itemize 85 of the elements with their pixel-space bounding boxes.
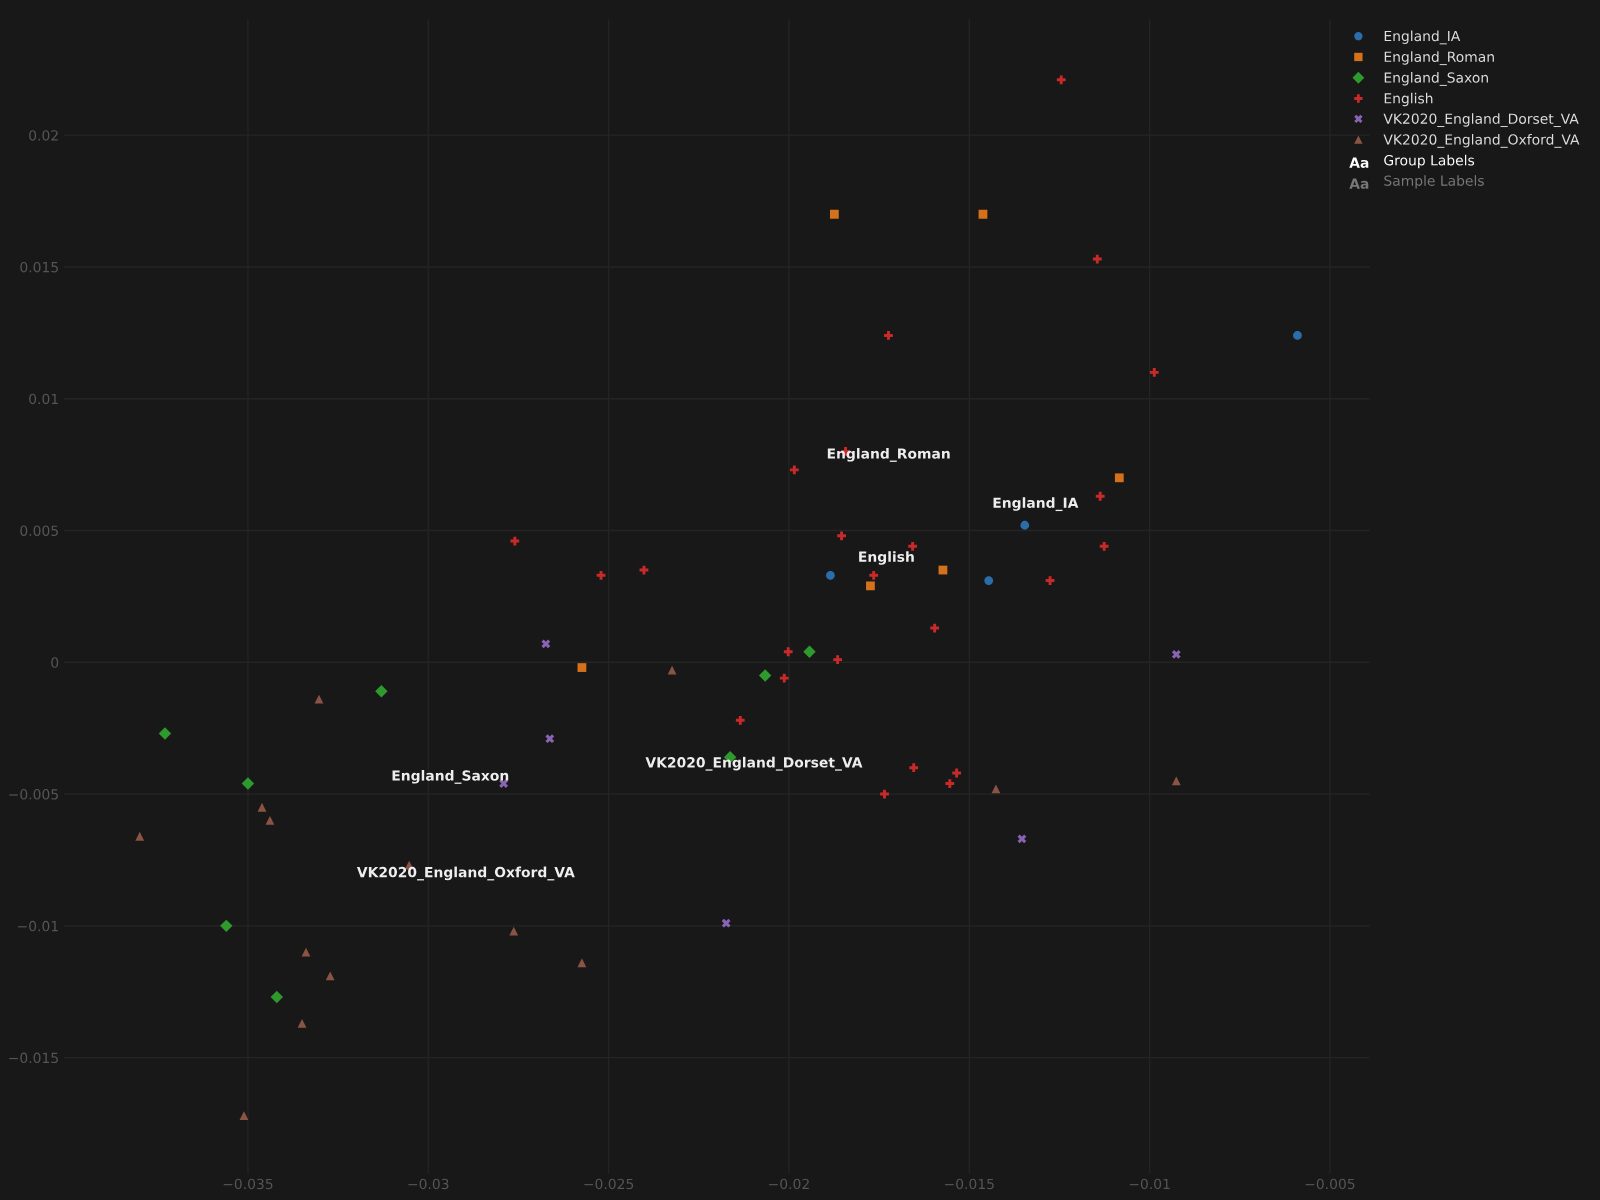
point — [1293, 331, 1302, 340]
point — [779, 673, 789, 683]
point — [545, 734, 555, 744]
y-tick-label: 0.01 — [29, 393, 58, 405]
text: VK2020_England_Oxford_VA — [356, 866, 575, 881]
x-tick-label: −0.03 — [408, 1178, 449, 1190]
point — [577, 663, 587, 672]
legend-label: Group Labels — [1384, 154, 1475, 169]
point — [1171, 776, 1181, 786]
x-tick-label: −0.02 — [769, 1178, 809, 1190]
text: England_IA — [993, 497, 1079, 512]
x-tick-label: −0.005 — [1305, 1178, 1355, 1190]
point — [239, 1111, 249, 1121]
y-tick-label: −0.015 — [9, 1052, 58, 1064]
point — [325, 971, 335, 981]
annotation: Aa — [1349, 157, 1369, 168]
point — [1045, 576, 1055, 585]
point — [541, 639, 551, 649]
y-tick-label: 0.02 — [29, 130, 58, 141]
point — [241, 777, 255, 790]
point — [837, 531, 846, 541]
point — [1149, 367, 1159, 377]
point — [833, 655, 843, 665]
legend-label: Sample Labels — [1384, 175, 1484, 189]
point — [158, 727, 172, 740]
text: England_Saxon — [392, 770, 509, 784]
legend-label: England_Roman — [1384, 51, 1494, 66]
point — [789, 465, 799, 475]
y-tick-label: 0.015 — [20, 261, 58, 273]
point — [667, 665, 677, 675]
point — [314, 694, 324, 704]
point — [829, 209, 839, 219]
point — [721, 918, 731, 928]
point — [220, 919, 233, 933]
x-tick-label: −0.025 — [584, 1178, 634, 1190]
point — [945, 779, 955, 788]
point — [758, 669, 772, 682]
point — [1020, 520, 1030, 530]
point — [908, 541, 918, 551]
point — [984, 576, 994, 585]
point — [735, 715, 745, 725]
point — [880, 789, 889, 799]
point — [783, 647, 793, 657]
point — [909, 763, 919, 773]
point — [1171, 649, 1181, 659]
point — [509, 926, 519, 936]
point — [270, 990, 283, 1004]
point — [577, 958, 587, 968]
point — [1056, 75, 1066, 85]
y-tick-label: 0 — [51, 657, 59, 668]
y-tick-label: 0.005 — [20, 525, 58, 536]
point — [1095, 491, 1105, 501]
point — [257, 802, 267, 812]
point — [510, 536, 520, 546]
point — [297, 1018, 307, 1028]
point — [639, 565, 649, 575]
point — [1099, 541, 1109, 551]
point — [265, 816, 275, 825]
x-tick-label: −0.035 — [223, 1178, 273, 1190]
y-tick-label: −0.005 — [9, 789, 58, 800]
legend-label: England_IA — [1384, 30, 1461, 45]
legend-label: VK2020_England_Dorset_VA — [1383, 113, 1579, 128]
point — [866, 581, 875, 591]
point — [884, 331, 893, 340]
legend-label: English — [1384, 92, 1433, 107]
text: English — [859, 551, 914, 565]
annotation: Aa — [1349, 178, 1369, 189]
y-tick-label: −0.01 — [18, 920, 58, 932]
point — [1114, 473, 1124, 483]
text: VK2020_England_Dorset_VA — [645, 756, 863, 771]
point — [301, 947, 311, 957]
text: England_Roman — [827, 448, 950, 462]
point — [978, 209, 988, 219]
point — [1092, 254, 1102, 264]
point — [375, 685, 388, 698]
point — [135, 831, 145, 841]
x-tick-label: −0.01 — [1129, 1178, 1170, 1190]
point — [1017, 834, 1027, 844]
legend-label: England_Saxon — [1384, 72, 1488, 86]
point — [826, 570, 835, 580]
point — [869, 570, 879, 580]
x-tick-label: −0.015 — [945, 1178, 994, 1190]
point — [803, 645, 816, 658]
legend-label: VK2020_England_Oxford_VA — [1383, 133, 1580, 148]
point — [991, 784, 1001, 794]
